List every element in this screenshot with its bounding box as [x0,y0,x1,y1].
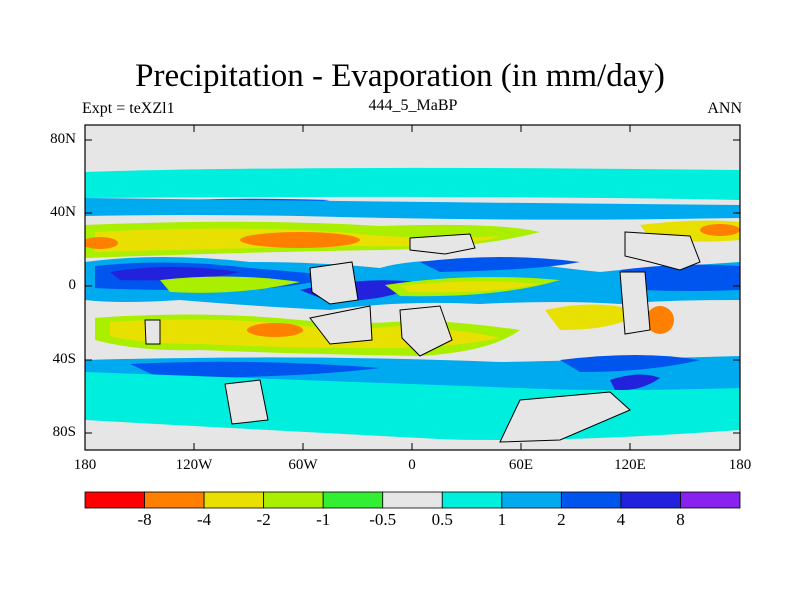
colorbar [84,491,741,509]
colorbar-swatch [84,491,145,509]
colorbar-swatch [322,491,384,509]
field-layer [85,125,740,450]
colorbar-swatch [144,491,205,509]
equatorial-blue-east [420,257,580,272]
colorbar-swatch [263,491,324,509]
antarctic-neutral [85,420,740,450]
lon-label: 180 [73,457,97,473]
eq-green-tongue [160,276,300,293]
lon-label: 120W [175,457,213,473]
lon-label: 60W [288,457,318,473]
landmass-central [309,261,359,305]
eq-yellow-tongue-east [400,281,540,293]
sh-blue-east [560,355,700,372]
nh-east-orange [700,224,740,236]
experiment-label: Expt = teXZl1 [82,100,175,117]
sh-blue-west [130,361,380,378]
sh-australia-orange [646,306,674,334]
lon-label: 0 [408,457,416,473]
landmass-south-america [309,305,373,345]
colorbar-swatch [680,491,741,509]
equatorial-blue-pacific [620,264,740,291]
colorbar-label: -1 [316,510,331,529]
colorbar-label: 2 [557,510,566,529]
nh-orange-cell [240,232,360,248]
tick-marks [84,125,741,450]
landmass-north-africa [409,233,476,255]
lat-label: 80S [52,424,76,440]
colorbar-swatch [382,491,443,509]
colorbar-label: -2 [256,510,271,529]
colorbar-swatch [441,491,503,509]
period-label: 444_5_MaBP [368,97,458,114]
lon-label: 120E [614,457,646,473]
season-label: ANN [707,100,742,117]
north-cyan-band [85,167,740,200]
colorbar-label: 8 [676,510,685,529]
landmass-south-africa [399,305,453,357]
north-lightblue-band [85,198,740,220]
lon-label: 60E [508,457,534,473]
nh-orange-cell-west [85,237,118,249]
colorbar-swatch [620,491,681,509]
lat-label: 40N [50,204,76,220]
map-title: Precipitation - Evaporation (in mm/day) [135,58,665,94]
sh-darkblue-east [610,374,660,391]
landmass-southeast [619,271,651,335]
landmass-antarctic-east [499,391,631,443]
landmass-south-island [224,379,269,425]
colorbar-label: 1 [497,510,507,529]
sh-orange-cell [247,323,303,337]
lat-label: 40S [52,351,76,367]
colorbar-swatch [203,491,265,509]
colorbar-swatch [501,491,562,509]
landmass-east-asia [624,231,701,271]
sh-east-yellow [545,304,640,330]
landmass-island-west [144,319,161,345]
lat-label: 80N [50,131,76,147]
colorbar-label: -4 [196,510,212,529]
lon-label: 180 [728,457,752,473]
colorbar-label: -0.5 [369,510,397,529]
colorbar-swatch [560,491,622,509]
lat-label: 0 [68,277,77,293]
colorbar-label: 0.5 [431,510,453,529]
colorbar-label: -8 [137,510,152,529]
colorbar-label: 4 [616,510,626,529]
